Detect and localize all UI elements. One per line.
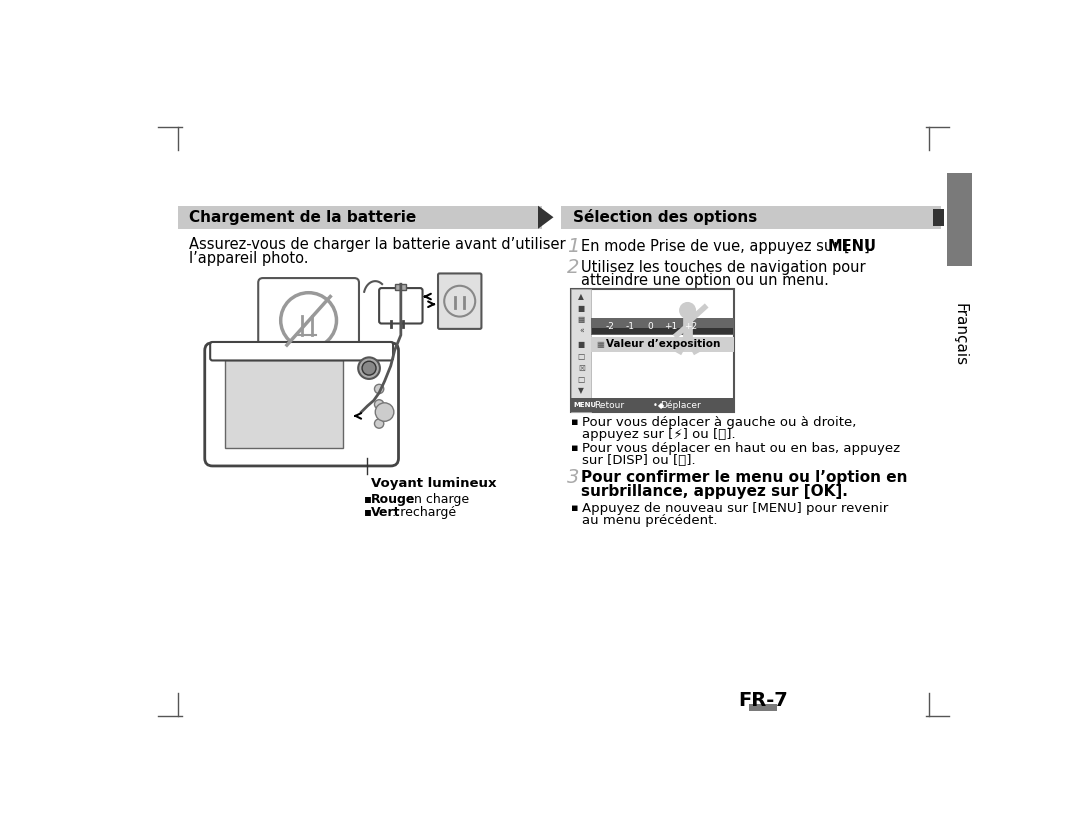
FancyBboxPatch shape [571,398,734,412]
FancyBboxPatch shape [205,342,399,466]
Text: Valeur d’exposition: Valeur d’exposition [606,339,720,349]
Circle shape [362,362,376,375]
Text: Vert: Vert [372,506,401,519]
Text: ▪: ▪ [571,443,579,453]
Text: Pour vous déplacer à gauche ou à droite,: Pour vous déplacer à gauche ou à droite, [582,416,856,428]
Text: atteindre une option ou un menu.: atteindre une option ou un menu. [581,273,829,288]
Text: Voyant lumineux: Voyant lumineux [372,478,497,490]
FancyBboxPatch shape [562,205,941,229]
Text: ▪: ▪ [364,493,376,506]
Text: Pour confirmer le menu ou l’option en: Pour confirmer le menu ou l’option en [581,470,908,485]
Text: En mode Prise de vue, appuyez sur [: En mode Prise de vue, appuyez sur [ [581,239,850,254]
FancyBboxPatch shape [177,205,542,229]
Text: ▪: ▪ [364,506,376,519]
Text: Chargement de la batterie: Chargement de la batterie [189,210,417,225]
Text: Retour: Retour [595,401,624,410]
FancyBboxPatch shape [748,704,777,711]
Text: ▦: ▦ [596,340,604,349]
Text: Assurez-vous de charger la batterie avant d’utiliser: Assurez-vous de charger la batterie avan… [189,237,566,252]
Text: 2: 2 [567,258,579,276]
Text: 1: 1 [567,237,579,256]
Text: Utilisez les touches de navigation pour: Utilisez les touches de navigation pour [581,260,866,275]
Text: Rouge: Rouge [372,493,416,506]
Text: Appuyez de nouveau sur [MENU] pour revenir: Appuyez de nouveau sur [MENU] pour reven… [582,502,889,515]
Circle shape [375,419,383,428]
Text: -1: -1 [625,322,635,331]
Circle shape [375,384,383,393]
Text: FR-7: FR-7 [738,691,787,711]
Text: ▪: ▪ [571,417,579,427]
Text: Pour vous déplacer en haut ou en bas, appuyez: Pour vous déplacer en haut ou en bas, ap… [582,442,901,455]
FancyBboxPatch shape [258,278,359,362]
Text: -2: -2 [606,322,615,331]
Text: ▲: ▲ [579,292,584,301]
Text: surbrillance, appuyez sur [OK].: surbrillance, appuyez sur [OK]. [581,483,848,498]
FancyBboxPatch shape [225,361,342,448]
Text: l’appareil photo.: l’appareil photo. [189,250,309,266]
Text: ▼: ▼ [579,386,584,395]
Circle shape [359,357,380,379]
Text: Sélection des options: Sélection des options [572,210,757,225]
Text: 3: 3 [567,468,579,487]
Circle shape [375,402,394,422]
Text: : rechargé: : rechargé [392,506,456,519]
FancyBboxPatch shape [571,289,734,412]
FancyBboxPatch shape [211,342,393,361]
Text: ■: ■ [578,304,585,312]
Circle shape [375,400,383,409]
Text: ].: ]. [864,239,874,254]
Polygon shape [538,205,554,229]
Text: •◆: •◆ [652,401,666,410]
FancyBboxPatch shape [360,412,374,420]
FancyBboxPatch shape [438,273,482,329]
Text: sur [DISP] ou [🌱].: sur [DISP] ou [🌱]. [582,454,696,467]
Text: ▪: ▪ [571,504,579,514]
Text: au menu précédent.: au menu précédent. [582,514,718,527]
FancyBboxPatch shape [947,174,972,266]
Text: Français: Français [953,303,967,367]
FancyBboxPatch shape [592,318,734,335]
FancyBboxPatch shape [395,284,406,291]
Text: 0: 0 [648,322,653,331]
Text: MENU: MENU [573,402,597,408]
Text: □: □ [578,375,585,384]
Text: appuyez sur [⚡︎] ou [⏻].: appuyez sur [⚡︎] ou [⏻]. [582,428,735,441]
Text: □: □ [578,352,585,361]
FancyBboxPatch shape [571,289,592,412]
FancyBboxPatch shape [592,328,733,333]
Text: MENU: MENU [828,239,877,254]
FancyBboxPatch shape [379,288,422,323]
Circle shape [679,302,697,319]
Text: : en charge: : en charge [399,493,470,506]
Text: «: « [579,326,584,336]
Text: +1: +1 [664,322,677,331]
Text: ▦: ▦ [578,315,585,324]
Text: ☒: ☒ [578,364,585,373]
Text: ■: ■ [578,340,585,349]
FancyBboxPatch shape [933,209,944,225]
Text: Déplacer: Déplacer [661,400,701,410]
Text: +2: +2 [684,322,698,331]
FancyBboxPatch shape [592,337,734,352]
